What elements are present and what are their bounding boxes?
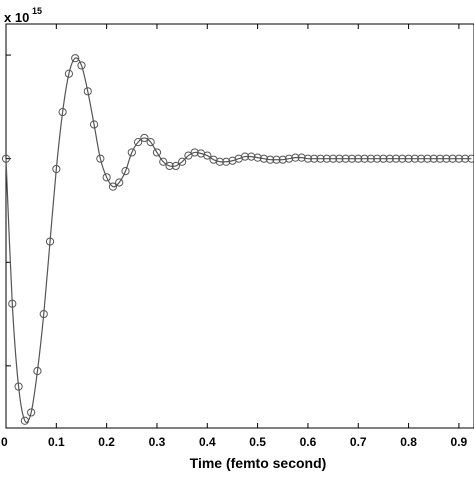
data-point-marker [83, 87, 92, 96]
data-point-marker [58, 107, 67, 117]
data-point-marker [171, 161, 180, 171]
data-point-marker [115, 178, 124, 187]
data-point-marker [77, 61, 86, 70]
data-point-marker [373, 154, 382, 163]
data-point-marker [52, 164, 61, 174]
data-point-marker [303, 154, 313, 163]
x-tick-label: 0.9 [451, 435, 468, 449]
data-point-marker [127, 148, 136, 157]
data-point-marker [39, 309, 48, 319]
data-point-marker [360, 154, 369, 163]
data-point-marker [316, 154, 325, 163]
data-point-marker [247, 152, 256, 161]
data-point-marker [259, 154, 269, 163]
data-point-marker [448, 154, 457, 163]
data-point-marker [215, 157, 224, 166]
x-tick-label: 0.1 [48, 435, 65, 449]
series-line-layer [5, 57, 472, 424]
data-point-marker [165, 161, 174, 171]
data-point-marker [341, 154, 350, 163]
scale-multiplier-exponent: 15 [32, 6, 42, 16]
data-point-marker [102, 173, 111, 182]
x-tick-label: 0.5 [249, 435, 266, 449]
data-point-marker [14, 382, 23, 391]
data-point-marker [398, 154, 407, 163]
data-point-marker [140, 133, 149, 143]
x-axis-label: Time (femto second) [190, 455, 327, 471]
data-point-marker [27, 408, 36, 417]
data-point-marker [435, 154, 445, 163]
data-point-marker [347, 154, 357, 163]
x-tick-label: 0.8 [400, 435, 417, 449]
data-point-marker [1, 154, 11, 163]
data-point-marker [297, 153, 306, 162]
data-point-marker [404, 154, 413, 163]
data-point-marker [159, 157, 168, 166]
data-point-marker [33, 366, 42, 376]
data-point-marker [385, 154, 394, 163]
data-point-marker [121, 166, 130, 176]
data-point-marker [184, 151, 193, 160]
plot-frame [5, 23, 474, 429]
x-tick-label: 0.2 [98, 435, 115, 449]
data-point-marker [146, 137, 155, 147]
data-point-marker [442, 154, 451, 163]
data-point-marker [461, 154, 470, 163]
data-point-marker [178, 157, 187, 166]
data-point-marker [379, 154, 388, 163]
data-point-marker [266, 155, 275, 164]
data-point-marker [96, 154, 105, 163]
axes [5, 23, 474, 429]
data-point-marker [240, 152, 250, 161]
data-point-marker [203, 151, 212, 160]
data-point-marker [133, 137, 143, 147]
data-point-marker [152, 148, 162, 157]
data-point-marker [310, 154, 319, 163]
series-line [5, 57, 472, 424]
ticks: 0 0.1 0.2 0.3 0.4 0.5 0.6 0.7 0.8 0.9 [1, 24, 468, 449]
data-point-marker [423, 154, 432, 163]
labels: x 10 15 Time (femto second) [4, 6, 326, 471]
data-point-marker [278, 155, 287, 164]
data-point-marker [328, 154, 338, 163]
data-point-marker [322, 154, 331, 163]
data-point-marker [291, 153, 300, 162]
data-point-marker [284, 154, 294, 163]
data-point-marker [354, 154, 363, 163]
x-tick-label: 0.6 [300, 435, 317, 449]
data-point-marker [108, 182, 118, 191]
data-point-marker [454, 154, 464, 163]
data-point-marker [335, 154, 344, 163]
data-point-marker [253, 153, 262, 162]
data-point-marker [410, 154, 419, 163]
data-point-marker [190, 148, 199, 157]
markers [1, 54, 474, 425]
data-point-marker [71, 54, 80, 63]
data-point-marker [417, 154, 426, 163]
x-tick-label: 0.3 [149, 435, 166, 449]
data-point-marker [45, 237, 55, 246]
data-point-marker [391, 154, 401, 163]
data-point-marker [272, 155, 281, 164]
data-point-marker [20, 416, 29, 425]
x-tick-label: 0.7 [350, 435, 367, 449]
x-tick-label: 0.4 [199, 435, 216, 449]
data-point-marker [467, 154, 474, 163]
x-tick-label: 0 [1, 435, 8, 449]
scale-multiplier-base: x 10 [4, 10, 29, 25]
data-point-marker [64, 69, 74, 78]
data-point-marker [429, 154, 438, 163]
data-point-marker [89, 120, 99, 129]
data-point-marker [8, 299, 17, 308]
data-point-marker [366, 154, 375, 163]
data-point-marker [222, 157, 231, 166]
